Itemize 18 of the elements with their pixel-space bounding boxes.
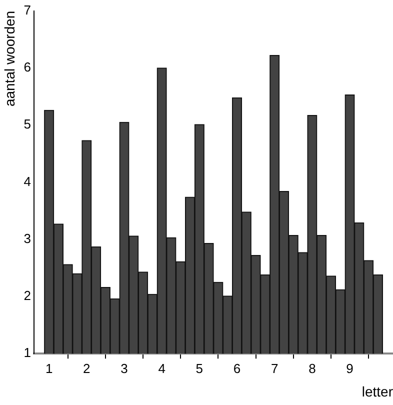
x-axis-title: letter — [362, 383, 393, 400]
x-tick-label: 9 — [346, 360, 354, 376]
y-tick-label: 4 — [24, 174, 32, 189]
y-tick-label: 7 — [24, 2, 32, 18]
y-axis-title: aantal woorden — [1, 10, 18, 107]
x-tick-label: 2 — [83, 360, 90, 376]
y-tick-label: 1 — [24, 345, 32, 360]
x-tick-label: 8 — [308, 360, 316, 376]
x-tick-label: 6 — [233, 360, 241, 376]
x-tick-label: 3 — [120, 360, 128, 376]
y-tick-label: 5 — [24, 116, 32, 132]
x-tick-label: 4 — [158, 360, 166, 376]
x-tick-label: 1 — [45, 360, 53, 376]
y-tick-label: 3 — [24, 230, 32, 246]
y-tick-label: 6 — [24, 60, 32, 75]
x-tick-label: 7 — [270, 360, 278, 376]
y-tick-label: 2 — [24, 288, 32, 304]
x-tick-label: 5 — [196, 360, 204, 376]
